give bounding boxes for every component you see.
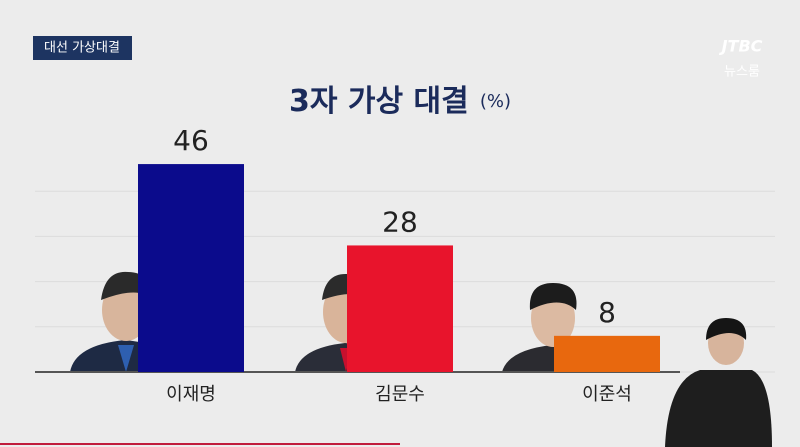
value-label: 8	[598, 296, 616, 329]
interpreter	[665, 318, 772, 447]
x-tick-label: 이재명	[166, 384, 216, 405]
value-label: 46	[173, 124, 209, 157]
logo: JTBC	[719, 37, 763, 56]
logo-sub: 뉴스룸	[724, 65, 760, 80]
unit: (%)	[480, 91, 511, 112]
bar	[347, 245, 453, 372]
title: 3자 가상 대결	[289, 84, 469, 119]
tag-box	[33, 36, 132, 60]
tag: 대선 가상대결	[44, 41, 120, 56]
x-tick-label: 김문수	[375, 384, 425, 405]
bar	[554, 335, 660, 372]
bar	[138, 164, 244, 372]
x-tick-label: 이준석	[582, 384, 632, 405]
chart-title: 3자 가상 대결 (%)	[289, 84, 511, 119]
value-label: 28	[382, 205, 418, 238]
